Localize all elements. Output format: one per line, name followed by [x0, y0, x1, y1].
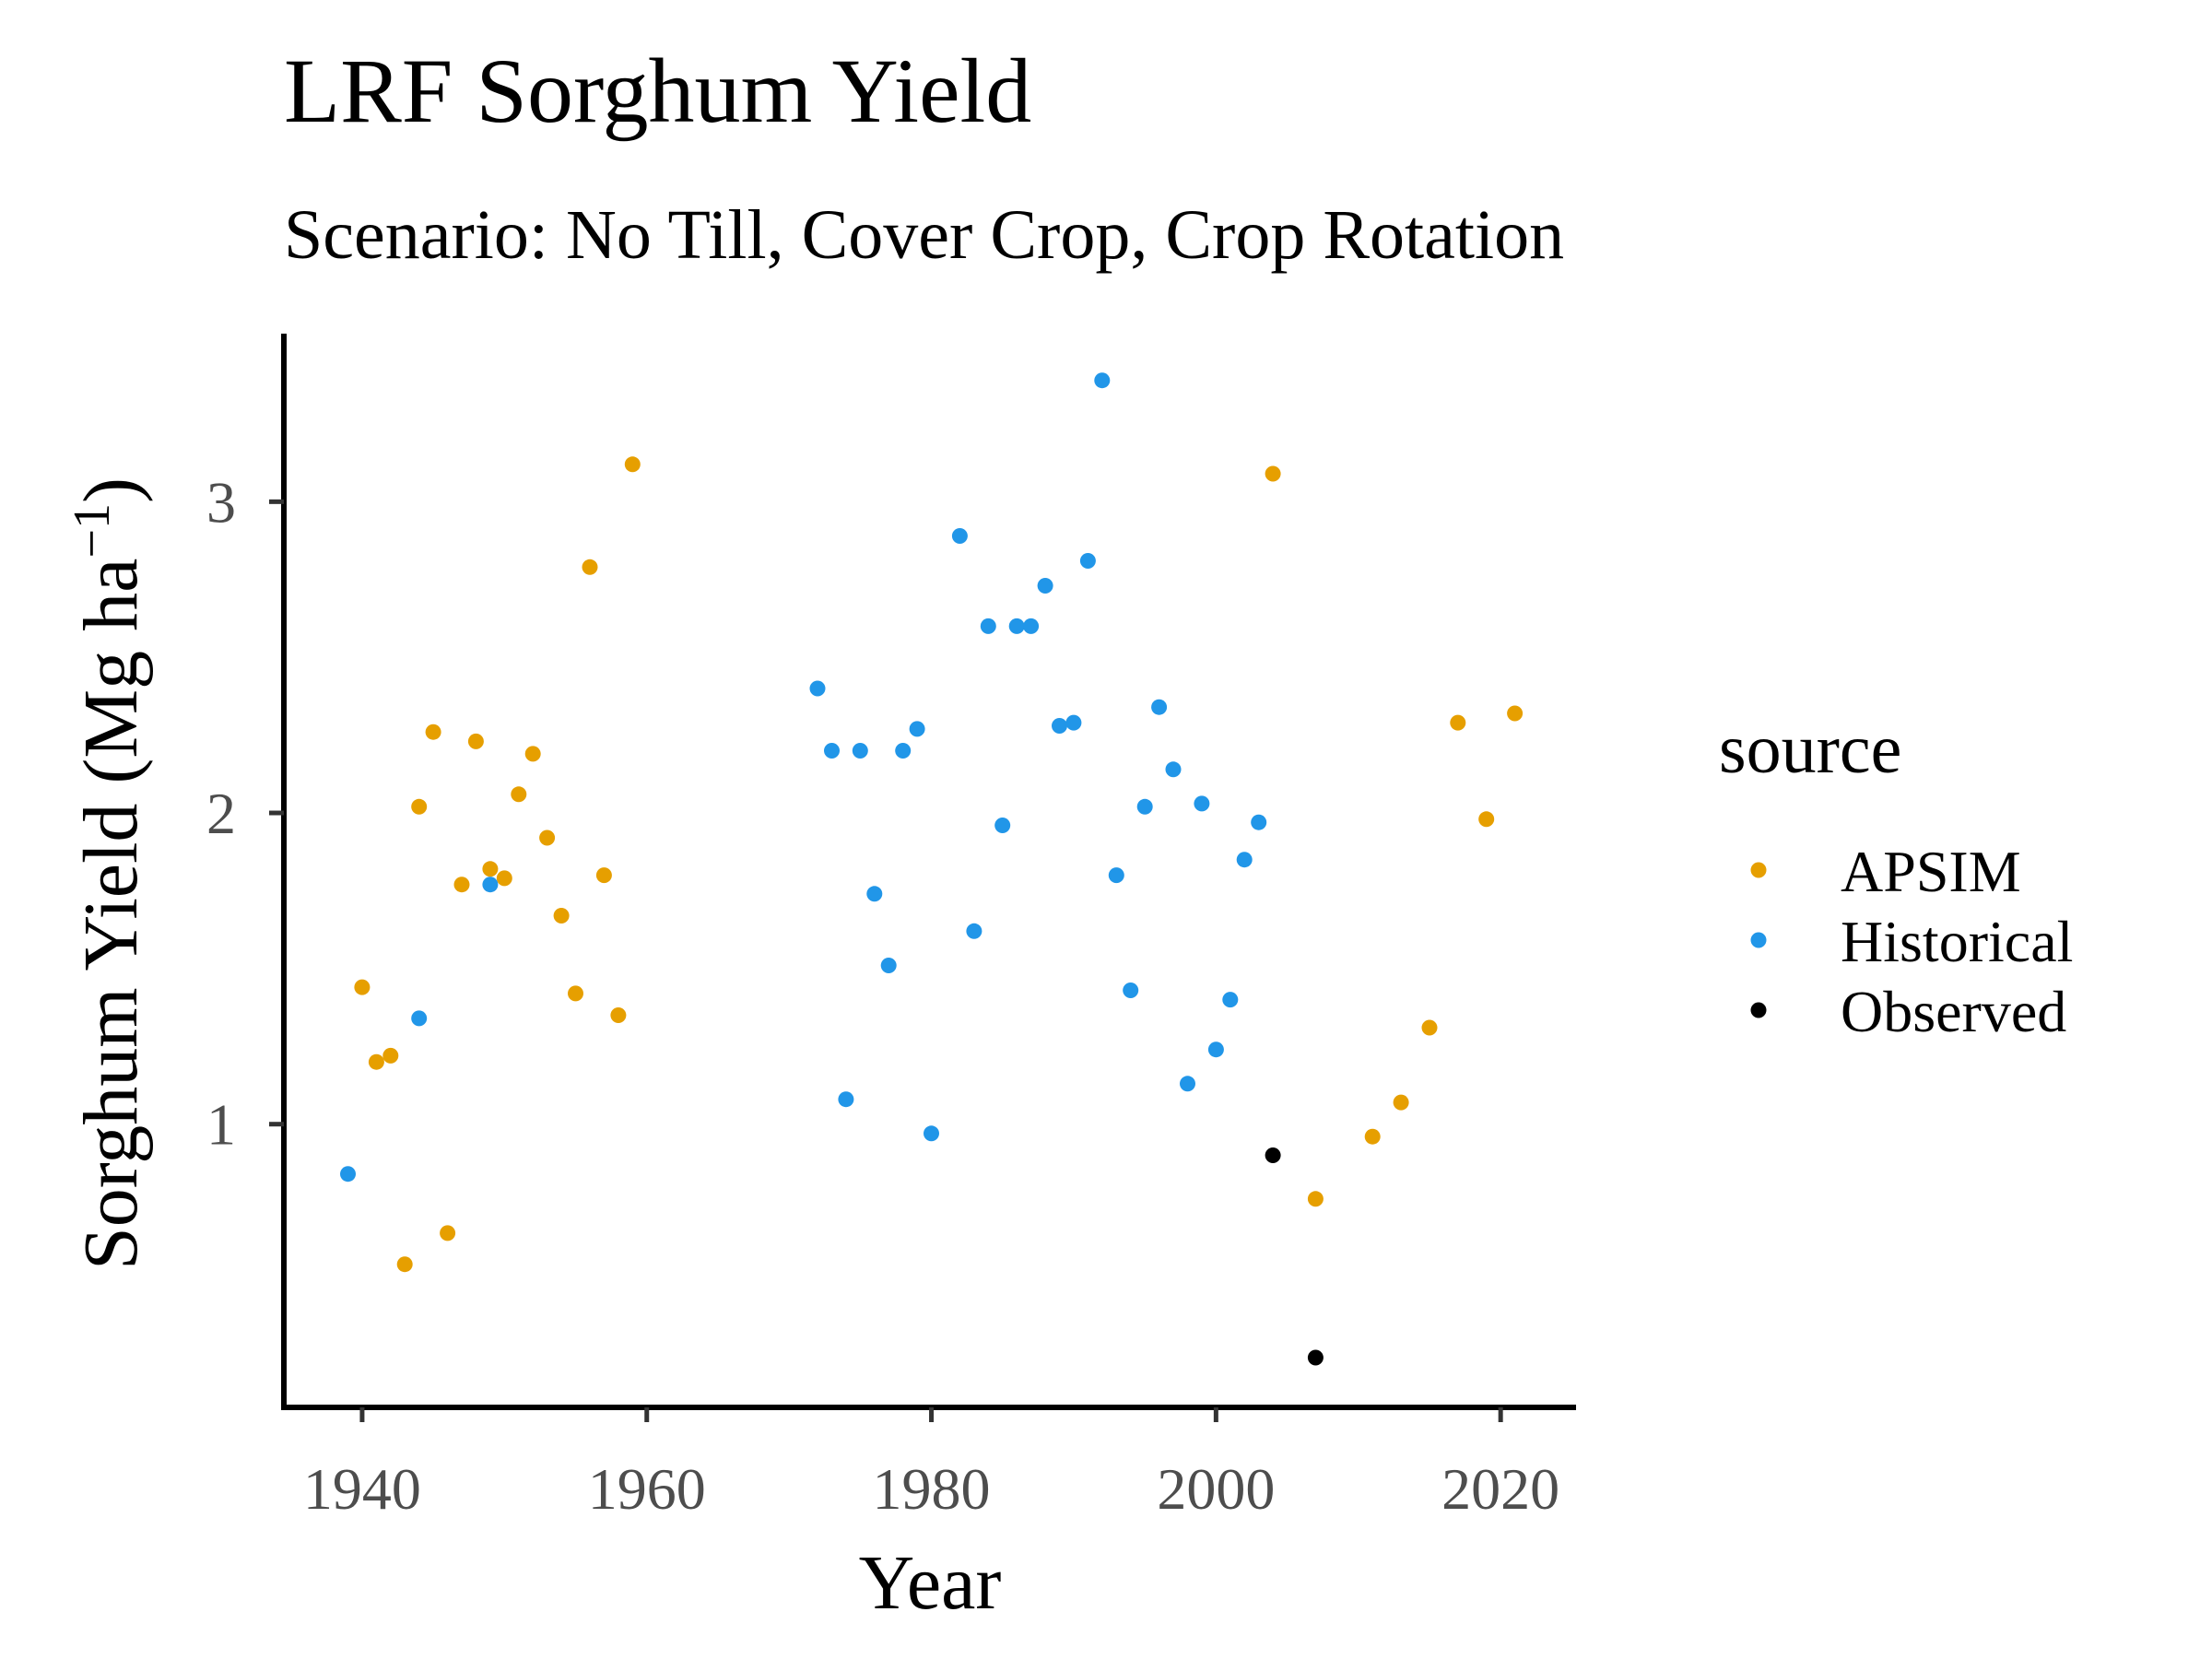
x-tick-label-2020: 2020	[1441, 1456, 1559, 1522]
point-apsim-14	[553, 908, 570, 924]
point-apsim-26	[1478, 811, 1495, 828]
series-historical	[340, 372, 1267, 1182]
point-historical-22	[1094, 372, 1111, 389]
x-tick-label-2000: 2000	[1157, 1456, 1275, 1522]
x-axis-title: Year	[859, 1540, 1002, 1626]
point-apsim-13	[539, 830, 556, 846]
point-apsim-17	[595, 867, 612, 884]
point-historical-20	[1065, 714, 1082, 731]
point-apsim-19	[624, 456, 641, 473]
point-apsim-1	[368, 1053, 384, 1070]
x-tick-label-1940: 1940	[303, 1456, 421, 1522]
point-apsim-9	[482, 861, 499, 877]
point-historical-23	[1108, 867, 1124, 884]
point-apsim-3	[396, 1256, 413, 1273]
legend-label-observed: Observed	[1841, 979, 2066, 1044]
point-historical-9	[895, 743, 912, 759]
point-apsim-12	[524, 746, 541, 762]
y-axis-title-superscript: −1	[64, 503, 121, 559]
point-apsim-25	[1450, 714, 1466, 731]
point-apsim-23	[1393, 1094, 1409, 1111]
plot-area	[340, 372, 1524, 1366]
point-historical-10	[909, 721, 925, 737]
point-historical-28	[1180, 1076, 1195, 1092]
legend-label-apsim: APSIM	[1841, 839, 2021, 904]
point-historical-25	[1136, 798, 1153, 815]
legend-title: source	[1719, 711, 1901, 788]
point-apsim-27	[1507, 705, 1524, 722]
point-historical-1	[411, 1010, 428, 1027]
point-apsim-21	[1307, 1191, 1324, 1207]
point-historical-3	[809, 680, 826, 697]
point-apsim-24	[1421, 1019, 1438, 1036]
point-historical-21	[1079, 553, 1096, 569]
y-tick-label-1: 1	[206, 1092, 236, 1158]
point-apsim-18	[610, 1007, 627, 1023]
point-historical-0	[340, 1166, 356, 1182]
point-historical-18	[1037, 578, 1053, 594]
point-historical-30	[1207, 1041, 1224, 1058]
point-historical-12	[951, 528, 968, 544]
point-observed-0	[1265, 1147, 1281, 1163]
point-apsim-16	[582, 559, 598, 575]
chart-subtitle: Scenario: No Till, Cover Crop, Crop Rota…	[284, 196, 1564, 274]
point-historical-6	[852, 743, 868, 759]
point-apsim-2	[382, 1047, 399, 1064]
point-historical-17	[1023, 618, 1040, 634]
point-apsim-4	[411, 798, 428, 815]
point-apsim-8	[467, 733, 484, 749]
point-historical-29	[1194, 795, 1210, 812]
y-tick-label-3: 3	[206, 469, 236, 535]
point-historical-16	[1008, 618, 1025, 634]
y-axis-title: Sorghum Yield (Mg ha−1)	[64, 477, 154, 1270]
point-historical-31	[1222, 992, 1239, 1008]
point-historical-27	[1165, 761, 1182, 778]
series-apsim	[354, 456, 1524, 1273]
y-axis-ticks: 1 2 3	[206, 469, 284, 1158]
point-apsim-5	[425, 724, 441, 740]
y-tick-label-2: 2	[206, 781, 236, 846]
point-apsim-10	[496, 870, 512, 887]
point-apsim-6	[440, 1225, 456, 1241]
legend-label-historical: Historical	[1841, 909, 2073, 974]
point-apsim-15	[568, 985, 583, 1002]
point-historical-8	[880, 958, 897, 973]
point-apsim-20	[1265, 465, 1281, 482]
point-historical-33	[1251, 814, 1267, 830]
point-historical-11	[924, 1125, 939, 1142]
y-axis-title-main: Sorghum Yield (Mg ha	[68, 559, 154, 1270]
point-historical-19	[1052, 718, 1067, 734]
legend-key-observed	[1750, 1002, 1767, 1018]
series-observed	[1265, 1147, 1324, 1366]
point-historical-4	[824, 743, 840, 759]
point-historical-13	[966, 923, 982, 939]
point-apsim-11	[511, 786, 527, 803]
legend-key-historical	[1750, 932, 1767, 948]
point-apsim-22	[1364, 1128, 1381, 1145]
point-historical-24	[1123, 982, 1139, 998]
point-apsim-7	[453, 877, 470, 893]
point-historical-5	[838, 1091, 854, 1108]
point-historical-15	[994, 818, 1011, 833]
y-axis-title-close: )	[68, 477, 154, 503]
point-historical-32	[1236, 852, 1253, 868]
legend-key-apsim	[1750, 862, 1767, 878]
point-observed-1	[1307, 1349, 1324, 1366]
point-apsim-0	[354, 979, 371, 995]
x-axis-ticks: 1940 1960 1980 2000 2020	[303, 1407, 1559, 1522]
point-historical-14	[980, 618, 996, 634]
chart-title: LRF Sorghum Yield	[284, 40, 1031, 142]
x-tick-label-1960: 1960	[588, 1456, 706, 1522]
x-tick-label-1980: 1980	[873, 1456, 991, 1522]
point-historical-2	[482, 877, 499, 893]
point-historical-7	[866, 886, 883, 902]
point-historical-26	[1151, 699, 1168, 715]
